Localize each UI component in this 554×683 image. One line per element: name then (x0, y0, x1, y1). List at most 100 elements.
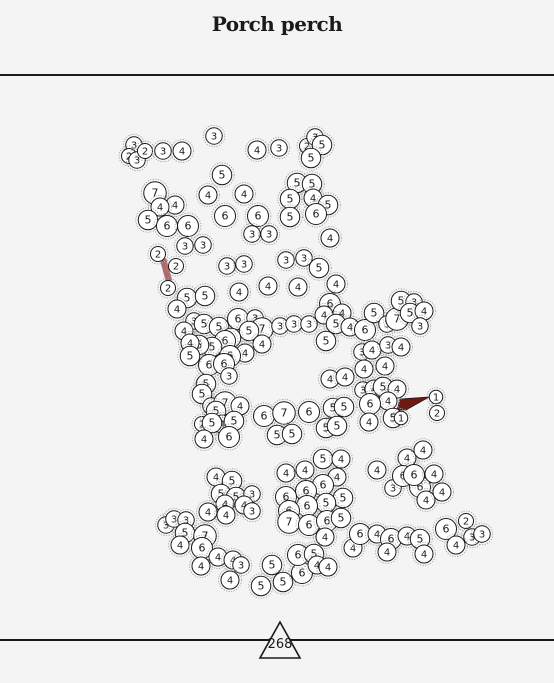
puzzle-node[interactable]: 6 (250, 402, 278, 430)
puzzle-node[interactable]: 4 (422, 462, 446, 486)
puzzle-node[interactable]: 5 (298, 145, 324, 171)
puzzle-node[interactable]: 4 (444, 533, 468, 557)
puzzle-node[interactable]: 1 (426, 387, 446, 407)
puzzle-node[interactable]: 3 (151, 139, 175, 163)
puzzle-node[interactable]: 6 (153, 212, 181, 240)
puzzle-node[interactable]: 4 (196, 183, 220, 207)
puzzle-node[interactable]: 5 (331, 394, 357, 420)
puzzle-node[interactable]: 4 (245, 138, 269, 162)
puzzle-node[interactable]: 6 (309, 471, 337, 499)
puzzle-node[interactable]: 2 (147, 243, 169, 265)
puzzle-node[interactable]: 4 (316, 555, 340, 579)
puzzle-node[interactable]: 5 (270, 569, 296, 595)
puzzle-node[interactable]: 4 (375, 540, 399, 564)
puzzle-node[interactable]: 5 (209, 162, 235, 188)
puzzle-node[interactable]: 6 (302, 200, 330, 228)
node-number: 3 (252, 314, 258, 325)
puzzle-node[interactable]: 4 (218, 568, 242, 592)
node-halo (192, 283, 218, 309)
puzzle-node[interactable]: 4 (430, 480, 454, 504)
puzzle-node[interactable]: 4 (227, 280, 251, 304)
puzzle-node[interactable]: 4 (352, 357, 376, 381)
link-pink[interactable] (160, 258, 172, 282)
puzzle-node[interactable]: 4 (324, 272, 348, 296)
puzzle-node[interactable]: 4 (389, 335, 413, 359)
puzzle-node[interactable]: 4 (365, 458, 389, 482)
puzzle-node[interactable]: 4 (189, 554, 213, 578)
puzzle-node[interactable]: 4 (293, 458, 317, 482)
puzzle-node[interactable]: 4 (250, 332, 274, 356)
puzzle-node[interactable]: 5 (313, 328, 339, 354)
puzzle-node[interactable]: 5 (277, 204, 303, 230)
puzzle-node[interactable]: 5 (328, 505, 354, 531)
puzzle-node[interactable]: 3 (408, 314, 432, 338)
puzzle-node[interactable]: 3 (240, 499, 264, 523)
puzzle-node[interactable]: 4 (286, 275, 310, 299)
puzzle-node[interactable]: 4 (329, 447, 353, 471)
puzzle-node[interactable]: 4 (318, 226, 342, 250)
puzzle-node[interactable]: 4 (214, 503, 238, 527)
puzzle-node[interactable]: 4 (148, 195, 172, 219)
puzzle-node[interactable]: 3 (202, 124, 226, 148)
puzzle-node[interactable]: 6 (174, 212, 202, 240)
puzzle-node[interactable]: 4 (357, 410, 381, 434)
puzzle-node[interactable]: 3 (217, 364, 241, 388)
puzzle-node[interactable]: 3 (191, 233, 215, 257)
puzzle-node[interactable]: 4 (232, 182, 256, 206)
puzzle-node[interactable]: 4 (373, 354, 397, 378)
puzzle-node[interactable]: 1 (391, 408, 411, 428)
puzzle-node[interactable]: 2 (134, 140, 156, 162)
puzzle-node[interactable]: 3 (232, 252, 256, 276)
node-circle (154, 142, 172, 160)
node-number: 4 (347, 323, 353, 334)
puzzle-node[interactable]: 4 (256, 274, 280, 298)
puzzle-node[interactable]: 6 (295, 398, 323, 426)
puzzle-node[interactable]: 6 (211, 202, 239, 230)
puzzle-node[interactable]: 6 (432, 515, 460, 543)
puzzle-node[interactable]: 2 (426, 402, 448, 424)
node-halo (309, 471, 337, 499)
node-halo (352, 357, 376, 381)
puzzle-node[interactable]: 3 (267, 136, 291, 160)
puzzle-node[interactable]: 5 (177, 343, 203, 369)
puzzle-node[interactable]: 4 (196, 500, 220, 524)
puzzle-node[interactable]: 4 (412, 542, 436, 566)
puzzle-node[interactable]: 5 (192, 283, 218, 309)
puzzle-node[interactable]: 3 (240, 222, 264, 246)
puzzle-node[interactable]: 5 (324, 413, 350, 439)
node-number: 4 (342, 373, 348, 384)
puzzle-node[interactable]: 4 (192, 427, 216, 451)
puzzle-node[interactable]: 3 (257, 222, 281, 246)
puzzle-node[interactable]: 5 (248, 573, 274, 599)
puzzle-node[interactable]: 5 (306, 255, 332, 281)
puzzle-node[interactable]: 4 (313, 525, 337, 549)
puzzle-node[interactable]: 3 (470, 522, 494, 546)
node-halo (375, 540, 399, 564)
puzzle-node[interactable]: 2 (157, 277, 179, 299)
puzzle-node[interactable]: 5 (279, 421, 305, 447)
node-halo (232, 252, 256, 276)
puzzle-node[interactable]: 2 (165, 255, 187, 277)
puzzle-title: Porch perch (211, 12, 343, 36)
puzzle-node[interactable]: 6 (356, 390, 384, 418)
node-number: 4 (382, 362, 388, 373)
puzzle-node[interactable]: 4 (170, 139, 194, 163)
puzzle-node[interactable]: 2 (455, 510, 477, 532)
node-number: 4 (254, 146, 260, 157)
puzzle-node[interactable]: 3 (229, 553, 253, 577)
node-number: 5 (274, 429, 281, 442)
puzzle-node[interactable]: 5 (259, 552, 285, 578)
puzzle-node[interactable]: 7 (269, 398, 299, 428)
puzzle-node[interactable]: 4 (333, 365, 357, 389)
puzzle-node[interactable]: 4 (168, 533, 192, 557)
puzzle-node[interactable]: 4 (411, 438, 435, 462)
puzzle-node[interactable]: 6 (244, 202, 272, 230)
puzzle-node[interactable]: 4 (165, 297, 189, 321)
node-halo (313, 525, 337, 549)
link-dark[interactable] (396, 396, 430, 411)
puzzle-node[interactable]: 3 (297, 312, 321, 336)
puzzle-node[interactable]: 4 (274, 461, 298, 485)
puzzle-node[interactable]: 5 (135, 207, 161, 233)
puzzle-node[interactable]: 6 (215, 423, 243, 451)
